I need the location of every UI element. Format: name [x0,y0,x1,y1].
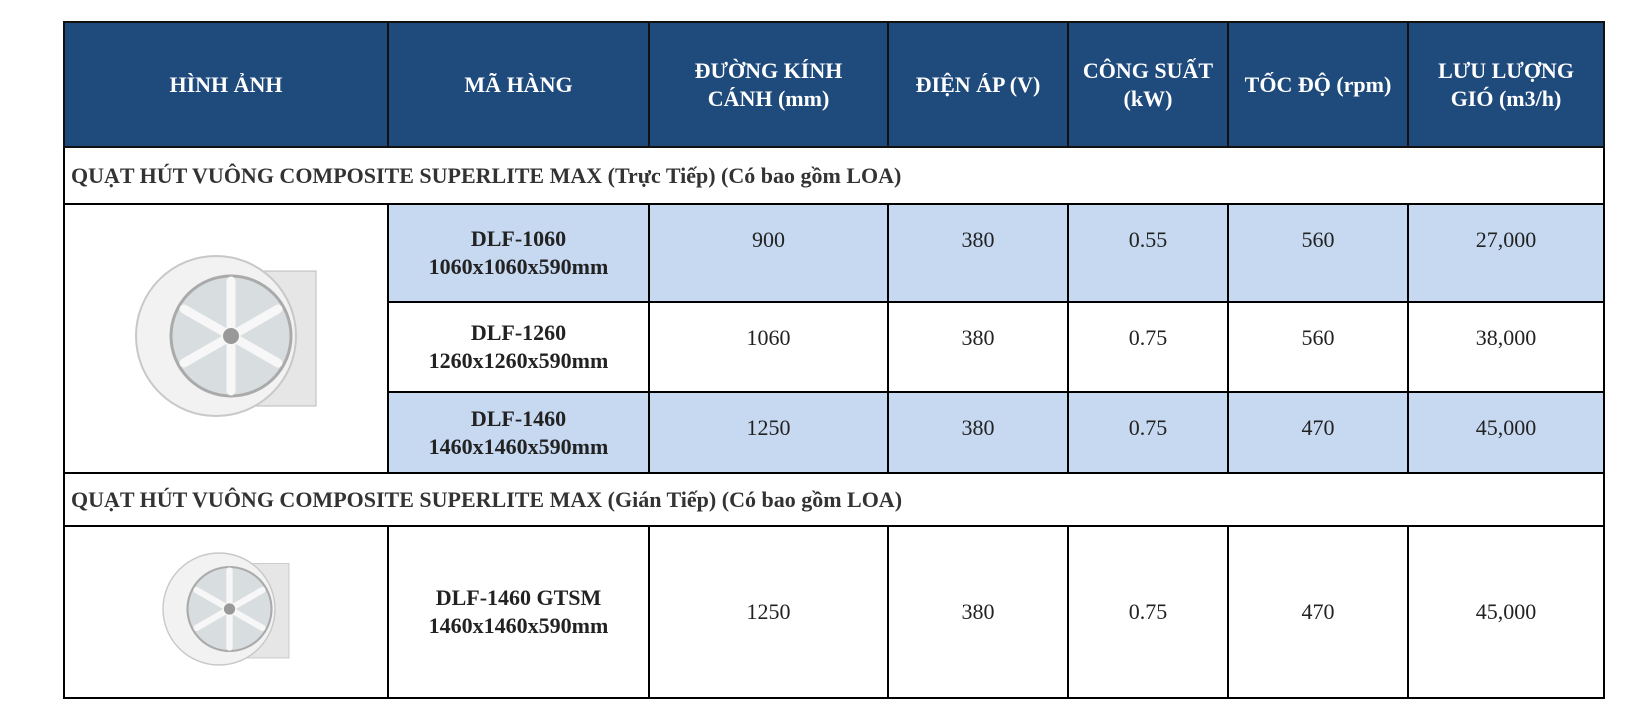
image-cell [63,203,389,474]
model-code: DLF-1460 [470,405,567,431]
section-title: QUẠT HÚT VUÔNG COMPOSITE SUPERLITE MAX (… [63,146,1605,205]
model-size: 1060x1060x590mm [428,254,609,279]
value-cell: 27,000 [1407,203,1605,303]
value-cell: 0.75 [1067,391,1229,474]
model-size: 1260x1260x590mm [428,348,609,373]
value-cell: 380 [887,203,1069,303]
fan-image [135,254,317,417]
product-row: DLF-1060 1060x1060x590mm 900 380 0.55 560 27,0… [63,203,1605,474]
value-cell: 1250 [648,391,889,474]
model-size: 1460x1460x590mm [428,613,609,638]
header-cell: ĐIỆN ÁP (V) [887,21,1069,148]
value-cell: 470 [1227,525,1409,699]
product-row: DLF-1460 1460x1460x590mm 1250 380 0.75 470 45,… [64,391,1605,474]
header-row: HÌNH ẢNH MÃ HÀNG ĐƯỜNG KÍNH CÁNH (mm) ĐIỆN … [63,21,1605,148]
value-cell: 380 [887,301,1069,393]
value-cell: 1250 [648,525,889,699]
product-row: DLF-1460 GTSM 1460x1460x590mm 1250 380 0.75 4… [63,525,1605,699]
value-cell: 1060 [648,301,889,393]
section-title: QUẠT HÚT VUÔNG COMPOSITE SUPERLITE MAX (… [63,472,1605,527]
value-cell: 560 [1227,203,1409,303]
section-row: QUẠT HÚT VUÔNG COMPOSITE SUPERLITE MAX (… [63,472,1605,527]
value-cell: 0.75 [1067,525,1229,699]
model-code: DLF-1460 GTSM [435,585,602,610]
header-cell: CÔNG SUẤT (kW) [1067,21,1229,148]
header-cell: TỐC ĐỘ (rpm) [1227,21,1409,148]
fan-image [162,552,290,666]
header-cell: LƯU LƯỢNG GIÓ (m3/h) [1407,21,1605,148]
value-cell: 380 [887,391,1069,474]
value-cell: 0.55 [1067,203,1229,303]
model-code: DLF-1060 [470,226,567,251]
value-cell: 380 [887,525,1069,699]
value-cell: 0.75 [1067,301,1229,393]
value-cell: 470 [1227,391,1409,474]
model-cell: DLF-1460 GTSM 1460x1460x590mm [387,525,650,699]
value-cell: 900 [648,203,889,303]
section-row: QUẠT HÚT VUÔNG COMPOSITE SUPERLITE MAX (… [63,146,1605,205]
header-cell: MÃ HÀNG [387,21,650,148]
model-cell: DLF-1460 1460x1460x590mm [387,391,650,474]
model-cell: DLF-1060 1060x1060x590mm [387,203,650,303]
value-cell: 45,000 [1407,525,1605,699]
header-cell: ĐƯỜNG KÍNH CÁNH (mm) [648,21,889,148]
model-code: DLF-1260 [470,320,567,345]
model-size: 1460x1460x590mm [428,433,609,459]
header-cell: HÌNH ẢNH [63,21,389,148]
product-row: DLF-1260 1260x1260x590mm 1060 380 0.75 560 38,… [64,301,1605,393]
value-cell: 38,000 [1407,301,1605,393]
value-cell: 560 [1227,301,1409,393]
product-table: HÌNH ẢNH MÃ HÀNG ĐƯỜNG KÍNH CÁNH (mm) ĐIỆN … [63,21,1605,699]
value-cell: 45,000 [1407,391,1605,474]
model-cell: DLF-1260 1260x1260x590mm [387,301,650,393]
image-cell [63,525,389,699]
